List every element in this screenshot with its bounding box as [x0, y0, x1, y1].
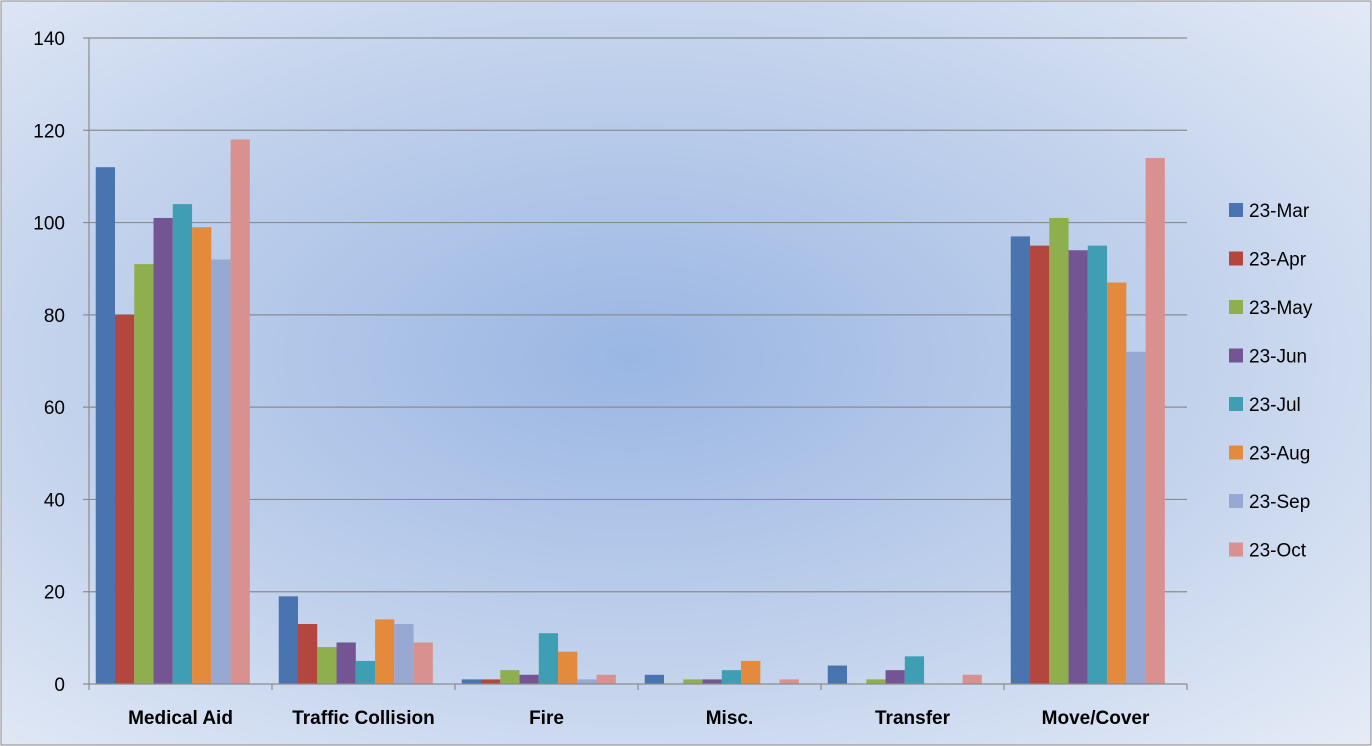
bar-medical-aid-23-oct: [230, 139, 250, 684]
x-tick-label-fire: Fire: [529, 708, 564, 729]
bar-transfer-23-mar: [827, 665, 848, 684]
bar-misc-23-may: [683, 679, 703, 684]
bar-traffic-collision-23-apr: [298, 624, 318, 684]
bar-medical-aid-23-apr: [115, 314, 135, 684]
bar-fire-23-oct: [596, 674, 616, 684]
bar-move-cover-23-sep: [1126, 351, 1146, 684]
bar-fire-23-aug: [558, 651, 578, 684]
legend-swatch-23-may: [1229, 300, 1243, 314]
bar-medical-aid-23-sep: [211, 259, 231, 684]
bar-move-cover-23-jul: [1087, 245, 1108, 684]
y-tick-label-140: 140: [33, 29, 65, 50]
bar-fire-23-mar: [461, 679, 482, 684]
bar-medical-aid-23-mar: [95, 167, 116, 684]
bar-move-cover-23-aug: [1107, 282, 1127, 684]
legend-label-23-aug: 23-Aug: [1249, 444, 1310, 465]
bar-transfer-23-jun: [885, 670, 905, 684]
y-tick-label-80: 80: [44, 306, 65, 327]
bar-fire-23-may: [500, 670, 520, 684]
legend-label-23-sep: 23-Sep: [1249, 492, 1310, 513]
legend: 23-Mar 23-Apr 23-May 23-Jun 23-Jul 23-Aug 23-S…: [1229, 201, 1313, 562]
bar-traffic-collision-23-aug: [375, 619, 395, 684]
legend-swatch-23-aug: [1229, 445, 1243, 460]
bar-misc-23-aug: [741, 660, 761, 684]
x-tick-label-medical-aid: Medical Aid: [128, 708, 233, 729]
x-tick-label-transfer: Transfer: [875, 708, 951, 729]
legend-label-23-mar: 23-Mar: [1249, 201, 1310, 222]
y-tick-label-100: 100: [33, 214, 65, 235]
bars: [95, 139, 1165, 684]
y-tick-label-0: 0: [54, 675, 65, 696]
bar-misc-23-oct: [779, 679, 799, 684]
bar-transfer-23-jul: [904, 656, 925, 684]
bar-misc-23-jul: [721, 670, 742, 684]
y-tick-label-20: 20: [44, 583, 65, 604]
bar-move-cover-23-apr: [1030, 245, 1050, 684]
bar-traffic-collision-23-jul: [355, 660, 376, 684]
bar-misc-23-jun: [702, 679, 722, 684]
x-tick-label-move-cover: Move/Cover: [1042, 708, 1150, 729]
bar-traffic-collision-23-may: [317, 647, 337, 684]
bar-transfer-23-may: [866, 679, 886, 684]
axes: 0 20 40 60 80 100 120 140 Medical Aid Traffic Col…: [33, 29, 1188, 729]
bar-misc-23-mar: [644, 674, 665, 684]
y-tick-label-120: 120: [33, 121, 65, 142]
bar-traffic-collision-23-mar: [278, 596, 299, 684]
bar-fire-23-jun: [519, 674, 539, 684]
bar-medical-aid-23-may: [134, 264, 154, 684]
legend-swatch-23-jun: [1229, 348, 1243, 363]
bar-medical-aid-23-jun: [153, 217, 173, 684]
x-tick-label-traffic-collision: Traffic Collision: [292, 708, 435, 729]
legend-label-23-may: 23-May: [1249, 298, 1313, 319]
bar-traffic-collision-23-jun: [336, 642, 356, 684]
bar-traffic-collision-23-sep: [394, 624, 414, 684]
gridlines: [89, 37, 1187, 593]
bar-transfer-23-oct: [962, 674, 982, 684]
bar-fire-23-sep: [577, 679, 597, 684]
legend-swatch-23-jul: [1229, 397, 1243, 411]
y-tick-label-60: 60: [44, 398, 65, 419]
y-tick-label-40: 40: [44, 490, 65, 511]
bar-fire-23-apr: [481, 679, 501, 684]
bar-medical-aid-23-aug: [192, 227, 212, 684]
bar-move-cover-23-jun: [1068, 250, 1088, 684]
bar-move-cover-23-mar: [1010, 236, 1031, 684]
legend-swatch-23-mar: [1229, 203, 1243, 217]
legend-swatch-23-apr: [1229, 251, 1243, 266]
legend-label-23-oct: 23-Oct: [1249, 541, 1307, 562]
bar-move-cover-23-may: [1049, 217, 1069, 684]
legend-label-23-apr: 23-Apr: [1249, 250, 1307, 271]
bar-move-cover-23-oct: [1145, 157, 1165, 684]
legend-label-23-jun: 23-Jun: [1249, 347, 1307, 368]
legend-label-23-jul: 23-Jul: [1249, 395, 1301, 416]
bar-traffic-collision-23-oct: [413, 642, 433, 684]
bar-medical-aid-23-jul: [172, 204, 193, 684]
x-tick-label-misc: Misc.: [706, 708, 754, 729]
bar-fire-23-jul: [538, 633, 559, 684]
legend-swatch-23-oct: [1229, 542, 1243, 557]
legend-swatch-23-sep: [1229, 494, 1243, 508]
